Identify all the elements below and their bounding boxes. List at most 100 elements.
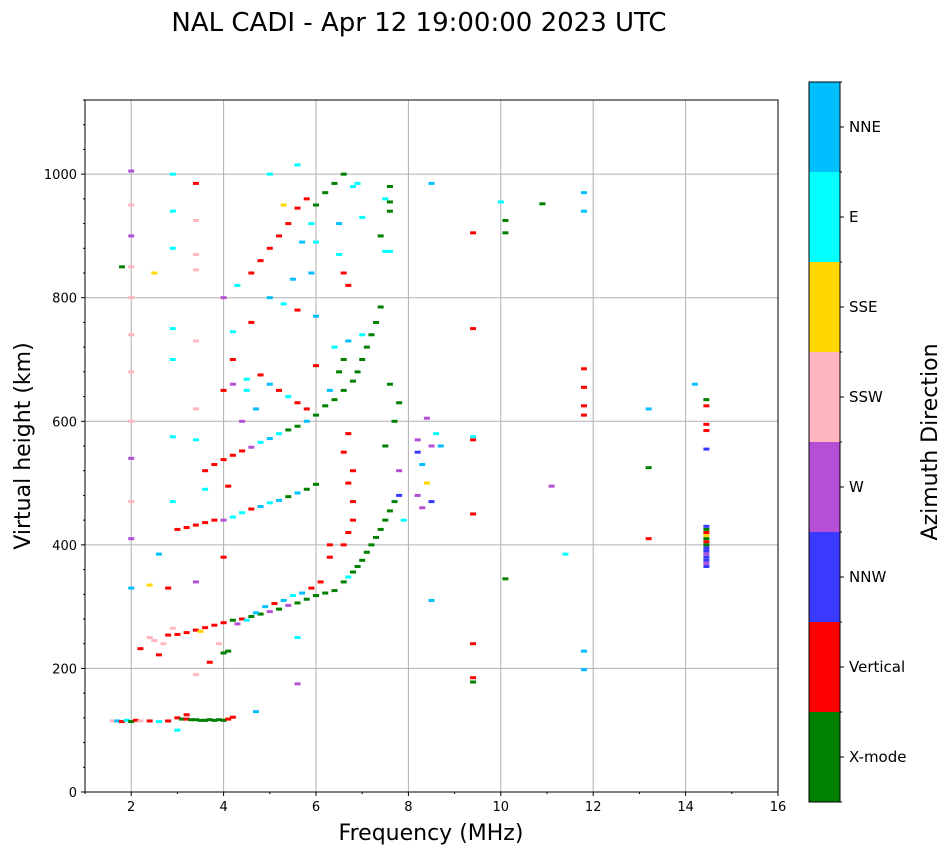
data-point (303, 407, 310, 411)
data-point (280, 203, 287, 207)
data-point (128, 234, 135, 238)
data-point (243, 388, 250, 392)
data-point (280, 598, 287, 602)
data-point (257, 440, 264, 444)
data-point (336, 222, 343, 226)
data-point (225, 649, 232, 653)
data-point (354, 370, 361, 374)
data-point (386, 185, 393, 188)
data-point (428, 598, 435, 602)
data-point (169, 435, 176, 439)
data-point (252, 710, 259, 714)
data-point (211, 623, 218, 627)
data-point (354, 181, 361, 185)
x-axis-label: Frequency (MHz) (339, 821, 524, 846)
data-point (386, 382, 393, 386)
data-point (303, 197, 310, 201)
data-point (192, 252, 199, 256)
data-point (146, 719, 153, 723)
data-point (262, 605, 269, 609)
colorbar-segment (809, 262, 840, 352)
colorbar-label: SSW (849, 388, 883, 406)
data-point (580, 404, 587, 408)
data-point (128, 586, 135, 590)
data-point (220, 388, 227, 392)
data-point (206, 660, 213, 664)
data-point (428, 181, 435, 185)
data-point (174, 632, 181, 636)
data-point (580, 209, 587, 213)
data-point (239, 449, 246, 453)
data-point (386, 509, 393, 513)
data-point (349, 500, 356, 504)
data-point (331, 398, 338, 402)
data-point (345, 339, 352, 343)
x-tick-label: 6 (312, 800, 320, 815)
data-point (349, 185, 356, 188)
data-point (703, 555, 710, 559)
data-point (220, 555, 227, 559)
data-point (470, 438, 477, 442)
data-point (211, 718, 218, 722)
data-point (239, 617, 246, 621)
data-point (470, 435, 477, 439)
data-point (192, 438, 199, 442)
data-point (437, 444, 444, 448)
data-point (419, 463, 426, 467)
x-tick-label: 14 (677, 800, 694, 815)
data-point (373, 320, 380, 324)
data-point (703, 524, 710, 528)
y-tick-label: 200 (52, 662, 77, 677)
data-point (202, 521, 209, 525)
data-point (340, 450, 347, 454)
gridlines (85, 100, 778, 792)
data-point (280, 302, 287, 306)
colorbar-segment (809, 712, 840, 802)
data-point (313, 594, 319, 598)
data-point (294, 308, 301, 312)
data-point (345, 481, 352, 485)
data-point (294, 424, 301, 428)
data-point (118, 265, 125, 269)
data-point (248, 615, 255, 619)
x-tick-label: 8 (404, 800, 412, 815)
data-point (299, 240, 306, 244)
data-point (377, 305, 384, 309)
data-point (215, 718, 222, 722)
data-point (248, 271, 255, 275)
data-point (266, 172, 273, 176)
data-point (183, 713, 190, 717)
data-point (359, 333, 366, 337)
colorbar-label: NNW (849, 568, 886, 586)
colorbar-segment (809, 352, 840, 442)
data-point (229, 618, 236, 622)
data-point (239, 419, 246, 423)
data-point (132, 718, 139, 722)
data-point (215, 642, 222, 646)
data-point (220, 651, 227, 655)
data-point (192, 628, 199, 632)
data-point (299, 591, 306, 595)
data-point (322, 591, 329, 595)
data-point (340, 172, 347, 176)
data-point (220, 621, 227, 625)
data-point (423, 481, 430, 485)
data-point (229, 453, 236, 457)
data-point (183, 717, 190, 721)
data-point (703, 527, 710, 531)
data-point (137, 647, 144, 651)
data-point (345, 283, 352, 287)
data-point (248, 320, 255, 324)
data-point (257, 373, 264, 377)
data-point (211, 463, 218, 467)
data-point (703, 564, 710, 568)
y-axis-label: Virtual height (km) (11, 342, 36, 549)
data-point (645, 466, 652, 470)
data-point (359, 358, 366, 361)
colorbar-segment (809, 442, 840, 532)
data-point (703, 398, 710, 402)
data-point (266, 610, 273, 614)
data-point (396, 469, 403, 473)
data-point (386, 249, 393, 253)
